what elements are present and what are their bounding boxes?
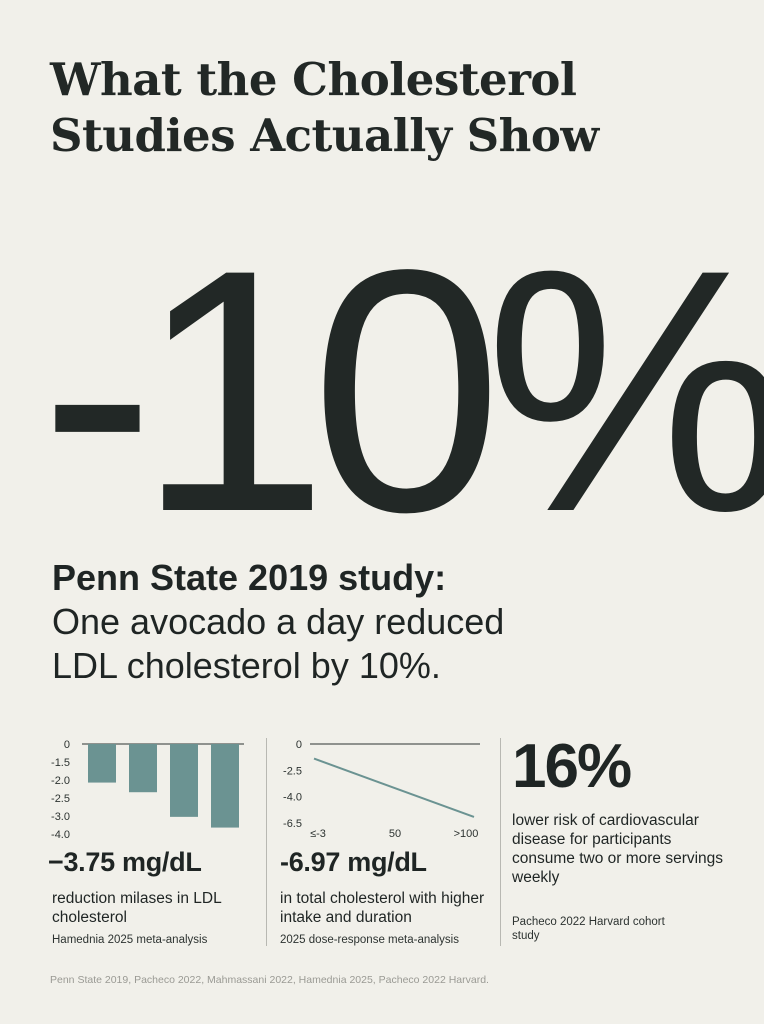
divider-1 bbox=[266, 738, 267, 946]
bar bbox=[170, 744, 198, 817]
total-cholesterol-line-chart: 0 -2.5 -4.0 -6.5 ≤-3 50 >100 bbox=[283, 739, 480, 840]
total-stat-description: in total cholesterol with higher intake … bbox=[280, 890, 485, 926]
bar bbox=[88, 744, 116, 783]
y-tick-label: -1.5 bbox=[51, 757, 70, 769]
page-title: What the Cholesterol Studies Actually Sh… bbox=[50, 52, 690, 164]
y-tick-label: -2.0 bbox=[51, 775, 70, 787]
y-tick-label: -3.0 bbox=[51, 811, 70, 823]
bar bbox=[211, 744, 239, 828]
hero-stat: -10% bbox=[40, 199, 764, 584]
cvd-stat-source: Pacheco 2022 Harvard cohort study bbox=[512, 916, 665, 942]
y-tick-label: 0 bbox=[64, 739, 70, 751]
y-tick-label: -2.5 bbox=[51, 793, 70, 805]
y-tick-label: 0 bbox=[296, 739, 302, 751]
cvd-stat-value: 16% bbox=[512, 732, 632, 801]
bar bbox=[129, 744, 157, 793]
y-tick-label: -4.0 bbox=[51, 829, 70, 841]
ldl-stat-value: −3.75 mg/dL bbox=[48, 847, 202, 877]
divider-2 bbox=[500, 738, 501, 946]
hero-headline: Penn State 2019 study: One avocado a day… bbox=[52, 556, 712, 688]
series-line bbox=[313, 757, 475, 818]
total-stat-source: 2025 dose-response meta-analysis bbox=[280, 934, 459, 946]
ldl-stat-source: Hamednia 2025 meta-analysis bbox=[52, 934, 208, 946]
x-tick-label: >100 bbox=[454, 828, 479, 840]
panel-total-cholesterol: 0 -2.5 -4.0 -6.5 ≤-3 50 >100 -6.97 mg/dL in to… bbox=[280, 735, 495, 950]
hero-body-line-2: LDL cholesterol by 10%. bbox=[52, 645, 441, 686]
hero-lead: Penn State 2019 study: bbox=[52, 557, 447, 598]
y-tick-label: -6.5 bbox=[283, 818, 302, 830]
hero-body-line-1: One avocado a day reduced bbox=[52, 601, 505, 642]
y-tick-label: -4.0 bbox=[283, 792, 302, 804]
ldl-stat-description: reduction milases in LDL cholesterol bbox=[52, 890, 222, 926]
cvd-stat-description: lower risk of cardiovascular disease for… bbox=[512, 812, 724, 886]
title-line-2: Studies Actually Show bbox=[50, 109, 599, 162]
footer-sources: Penn State 2019, Pacheco 2022, Mahmassan… bbox=[50, 974, 489, 986]
x-tick-label: ≤-3 bbox=[310, 828, 326, 840]
total-stat-value: -6.97 mg/dL bbox=[280, 847, 427, 877]
y-tick-label: -2.5 bbox=[283, 765, 302, 777]
ldl-bar-chart: 0 -1.5 -2.0 -2.5 -3.0 -4.0 bbox=[51, 739, 244, 841]
title-line-1: What the Cholesterol bbox=[50, 53, 577, 106]
panel-ldl-reduction: 0 -1.5 -2.0 -2.5 -3.0 -4.0 −3.75 mg/dL reduct… bbox=[48, 735, 257, 950]
panel-cvd-risk: 16% lower risk of cardiovascular disease… bbox=[512, 735, 742, 950]
x-tick-label: 50 bbox=[389, 828, 401, 840]
